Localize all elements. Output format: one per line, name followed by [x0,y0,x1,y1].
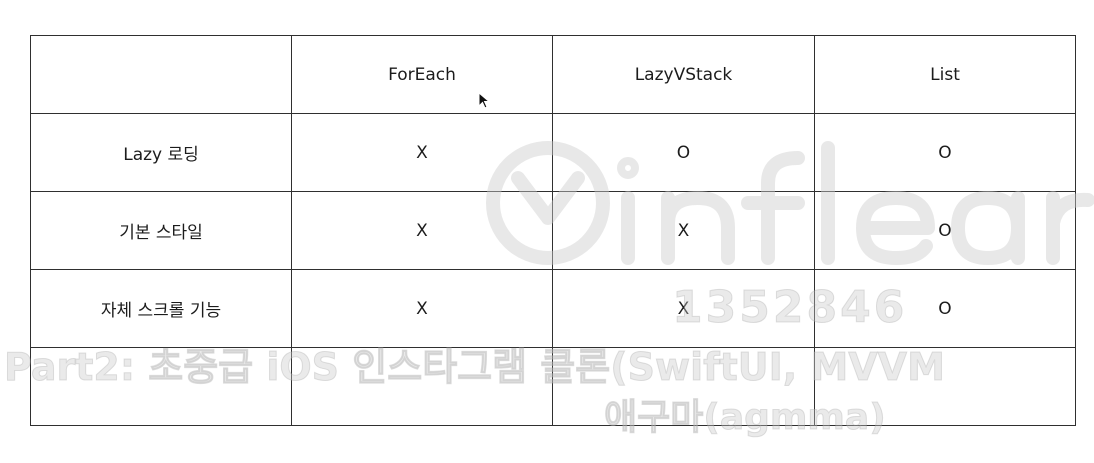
row-label [30,347,292,426]
row-label: 자체 스크롤 기능 [30,269,292,348]
table-row: Lazy 로딩 X O O [30,113,1076,192]
mouse-pointer-icon [478,92,491,109]
header-cell-lazyvstack: LazyVStack [552,35,815,114]
table-cell: X [291,191,553,270]
row-label: 기본 스타일 [30,191,292,270]
table-cell: X [291,269,553,348]
table-cell: O [552,113,815,192]
table-cell [814,347,1076,426]
table-row-empty [30,347,1076,426]
table-cell [291,347,553,426]
table-cell: X [291,113,553,192]
table-cell: O [814,191,1076,270]
header-cell-foreach: ForEach [291,35,553,114]
table-cell: O [814,269,1076,348]
table-cell: O [814,113,1076,192]
table-header-row: ForEach LazyVStack List [30,35,1076,114]
header-cell-empty [30,35,292,114]
table-row: 기본 스타일 X X O [30,191,1076,270]
comparison-table: ForEach LazyVStack List Lazy 로딩 X O O 기본… [30,35,1076,426]
table-row: 자체 스크롤 기능 X X O [30,269,1076,348]
table-cell: X [552,191,815,270]
header-cell-list: List [814,35,1076,114]
table-cell [552,347,815,426]
table-cell: X [552,269,815,348]
row-label: Lazy 로딩 [30,113,292,192]
